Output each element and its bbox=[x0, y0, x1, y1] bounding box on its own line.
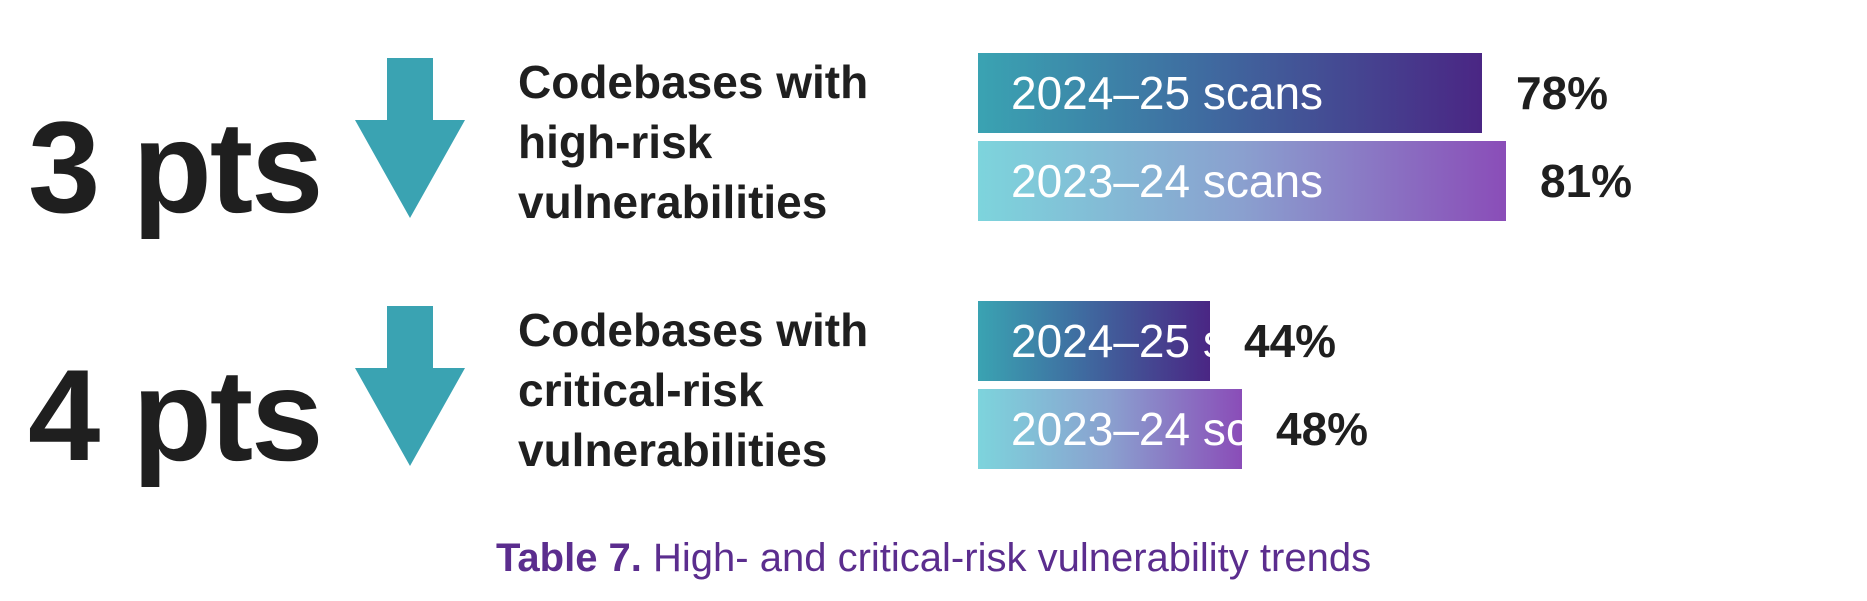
description-line: vulnerabilities bbox=[518, 176, 828, 228]
bar-category-label: 2024–25 scans bbox=[1011, 67, 1324, 119]
description-line: Codebases with bbox=[518, 56, 869, 108]
bar-value-label: 81% bbox=[1540, 155, 1633, 207]
bar-value-label: 48% bbox=[1276, 403, 1369, 455]
description-line: critical-risk bbox=[518, 364, 764, 416]
description-line: high-risk bbox=[518, 116, 713, 168]
series-description: Codebases with critical-risk vulnerabili… bbox=[518, 300, 898, 480]
description-line: vulnerabilities bbox=[518, 424, 828, 476]
bar-chart: 2024–25 scans 44% 2023–24 scans 48% bbox=[0, 288, 1867, 488]
bar-value-label: 78% bbox=[1516, 67, 1609, 119]
bar-value-label: 44% bbox=[1244, 315, 1337, 367]
caption-prefix: Table 7. bbox=[495, 536, 642, 580]
table-caption: Table 7. High- and critical-risk vulnera… bbox=[0, 536, 1867, 581]
high-risk-block: 3 pts Codebases with high-risk vulnerabi… bbox=[0, 40, 1867, 240]
series-description: Codebases with high-risk vulnerabilities bbox=[518, 52, 898, 232]
bar-category-label: 2024–25 scans bbox=[1011, 315, 1324, 367]
bar-category-label: 2023–24 scans bbox=[1011, 403, 1324, 455]
critical-risk-block: 4 pts Codebases with critical-risk vulne… bbox=[0, 288, 1867, 488]
change-label: 4 pts bbox=[28, 342, 323, 488]
change-label: 3 pts bbox=[28, 94, 323, 240]
bar-previous bbox=[978, 141, 1506, 221]
arrow-down-icon bbox=[355, 58, 465, 218]
bar-category-label: 2023–24 scans bbox=[1011, 155, 1324, 207]
bar-previous bbox=[978, 389, 1242, 469]
bar-current bbox=[978, 53, 1482, 133]
arrow-down-icon bbox=[355, 306, 465, 466]
bar-current bbox=[978, 301, 1210, 381]
bar-chart: 2024–25 scans 78% 2023–24 scans 81% bbox=[0, 40, 1867, 240]
description-line: Codebases with bbox=[518, 304, 869, 356]
caption-text: High- and critical-risk vulnerability tr… bbox=[641, 536, 1372, 580]
